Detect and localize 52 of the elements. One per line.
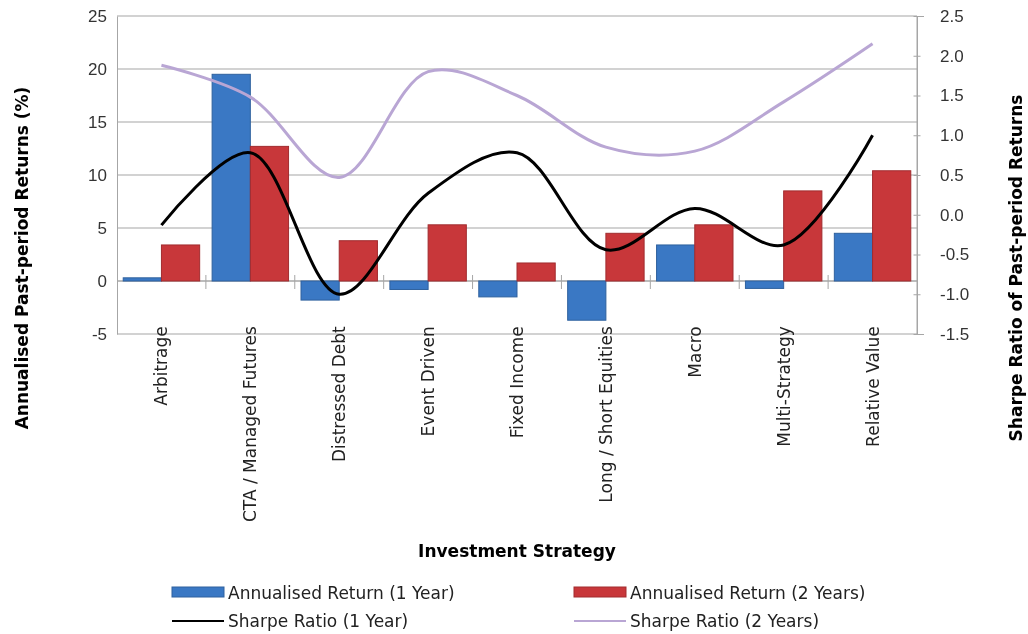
y-tick-label: 5 <box>97 218 107 238</box>
x-tick-label: Distressed Debt <box>329 325 350 463</box>
y-tick-label: 20 <box>88 59 107 79</box>
bar <box>427 224 467 282</box>
bar <box>833 232 874 282</box>
y-tick-label: -5 <box>91 324 107 344</box>
y2-tick-label: 0.5 <box>940 165 964 185</box>
x-tick-label: Arbitrage <box>151 326 172 406</box>
y2-tick-label: -1.0 <box>940 285 970 305</box>
y2-axis-title: Sharpe Ratio of Past-period Returns <box>1006 94 1026 442</box>
x-tick-label: Macro <box>684 326 705 378</box>
x-tick-label: Event Driven <box>418 326 439 437</box>
y2-tick-label: 1.0 <box>940 126 964 146</box>
bar <box>160 244 201 282</box>
bar <box>605 232 645 282</box>
line-series <box>159 133 875 296</box>
bar <box>694 224 734 282</box>
y2-tick-label: 0.0 <box>940 205 964 225</box>
bar <box>567 280 607 321</box>
bar <box>783 190 823 282</box>
bar <box>122 277 162 282</box>
legend-label: Sharpe Ratio (2 Years) <box>630 611 820 631</box>
bar <box>744 280 785 289</box>
y-tick-label: 0 <box>97 271 107 291</box>
bar <box>338 240 378 282</box>
legend-label: Annualised Return (1 Year) <box>228 583 455 603</box>
y-tick-label: 10 <box>88 165 107 185</box>
bar <box>656 244 696 282</box>
y2-tick-label: 2.0 <box>940 46 964 66</box>
y-tick-label: 15 <box>88 112 107 132</box>
bar <box>389 280 429 290</box>
legend-label: Annualised Return (2 Years) <box>630 583 866 603</box>
x-tick-label: Multi-Strategy <box>773 326 794 447</box>
bar <box>516 262 556 282</box>
x-axis-title: Investment Strategy <box>418 541 616 561</box>
y-axis-title: Annualised Past-period Returns (%) <box>12 86 32 430</box>
x-tick-label: Fixed Income <box>507 326 527 439</box>
y2-tick-label: 1.5 <box>940 86 964 106</box>
bar <box>300 280 340 301</box>
y-tick-label: 25 <box>88 6 107 26</box>
y2-tick-label: -1.5 <box>940 324 970 344</box>
x-tick-label: CTA / Managed Futures <box>240 326 261 523</box>
y2-tick-label: -0.5 <box>940 245 970 265</box>
x-tick-label: Relative Value <box>862 326 883 447</box>
bar <box>478 280 518 298</box>
bar <box>249 145 290 282</box>
bar <box>211 73 251 282</box>
x-tick-label: Long / Short Equities <box>595 326 616 503</box>
y2-tick-label: 2.5 <box>940 6 964 26</box>
legend-label: Sharpe Ratio (1 Year) <box>228 611 409 631</box>
bar <box>872 170 912 282</box>
line-series <box>159 42 875 179</box>
